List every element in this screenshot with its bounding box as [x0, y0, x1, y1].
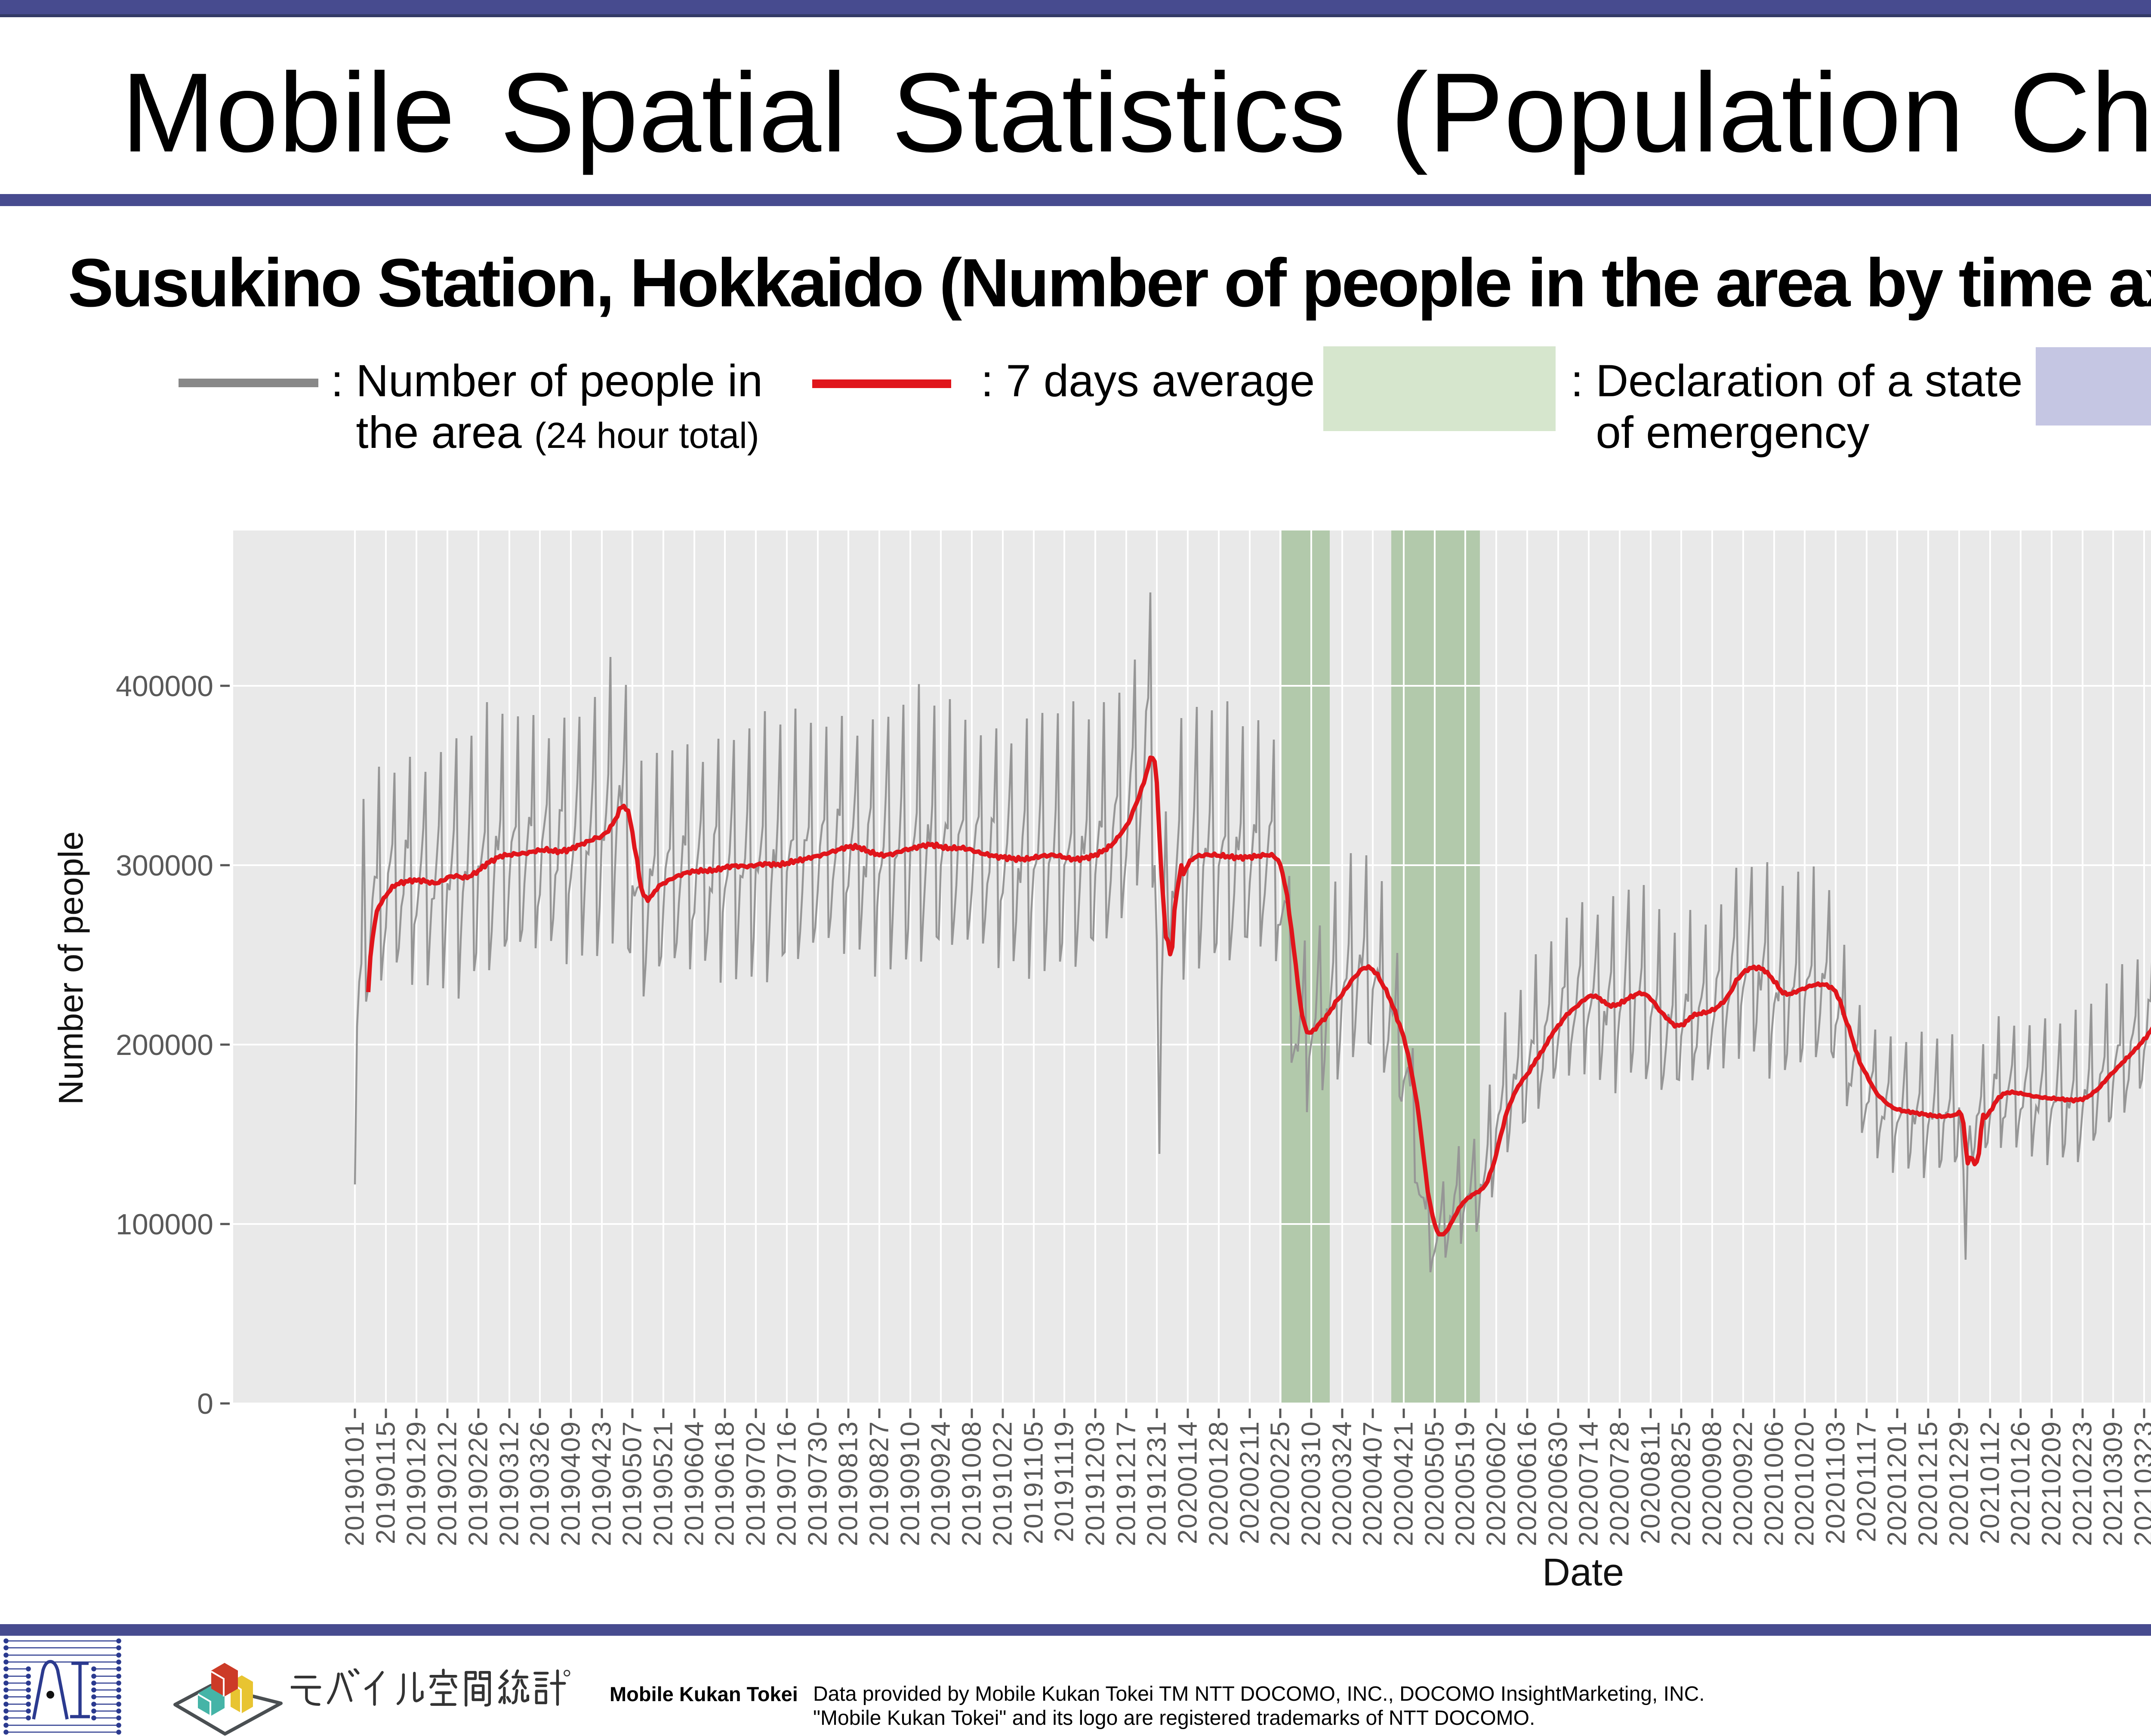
svg-text:20200519: 20200519: [1450, 1421, 1480, 1546]
svg-text:20200714: 20200714: [1574, 1421, 1603, 1546]
svg-text:20201006: 20201006: [1759, 1421, 1789, 1546]
svg-text:20201215: 20201215: [1913, 1421, 1943, 1546]
svg-text:20190910: 20190910: [895, 1421, 925, 1546]
svg-text:300000: 300000: [116, 849, 213, 882]
svg-text:20200922: 20200922: [1728, 1421, 1758, 1546]
svg-text:20200211: 20200211: [1235, 1421, 1264, 1544]
svg-text:20190129: 20190129: [401, 1421, 431, 1546]
svg-text:20190115: 20190115: [371, 1421, 401, 1544]
svg-text:100000: 100000: [116, 1208, 213, 1241]
svg-text:20190604: 20190604: [679, 1421, 709, 1546]
svg-text:20200602: 20200602: [1481, 1421, 1511, 1546]
svg-text:20190618: 20190618: [710, 1421, 740, 1546]
svg-text:20190716: 20190716: [772, 1421, 801, 1546]
svg-text:20200908: 20200908: [1697, 1421, 1727, 1546]
svg-text:20210309: 20210309: [2098, 1421, 2128, 1546]
svg-text:20191231: 20191231: [1142, 1421, 1171, 1546]
svg-text:20201103: 20201103: [1821, 1421, 1850, 1544]
svg-text:20190226: 20190226: [463, 1421, 493, 1546]
svg-text:20200114: 20200114: [1173, 1421, 1202, 1544]
svg-text:20190521: 20190521: [648, 1421, 678, 1546]
svg-text:20191119: 20191119: [1049, 1421, 1079, 1542]
svg-text:Date: Date: [1542, 1551, 1624, 1594]
svg-text:20200421: 20200421: [1389, 1421, 1418, 1546]
svg-text:0: 0: [197, 1388, 213, 1420]
svg-text:20190312: 20190312: [494, 1421, 524, 1546]
svg-text:20210323: 20210323: [2129, 1421, 2151, 1546]
svg-text:20200407: 20200407: [1358, 1421, 1387, 1546]
svg-text:20190212: 20190212: [432, 1421, 462, 1546]
svg-text:20190507: 20190507: [617, 1421, 647, 1546]
svg-text:20200324: 20200324: [1327, 1421, 1357, 1546]
svg-text:Number of people: Number of people: [52, 831, 90, 1105]
svg-text:20190409: 20190409: [556, 1421, 586, 1546]
svg-text:20191217: 20191217: [1111, 1421, 1141, 1546]
svg-text:20200811: 20200811: [1636, 1421, 1665, 1544]
svg-text:20191203: 20191203: [1080, 1421, 1110, 1546]
svg-text:20200505: 20200505: [1420, 1421, 1449, 1546]
svg-text:20190702: 20190702: [741, 1421, 770, 1546]
svg-text:400000: 400000: [116, 670, 213, 703]
svg-text:20210126: 20210126: [2006, 1421, 2035, 1546]
svg-text:20190730: 20190730: [803, 1421, 832, 1546]
svg-text:20200225: 20200225: [1265, 1421, 1295, 1546]
svg-text:20210112: 20210112: [1975, 1421, 2005, 1544]
svg-text:20201229: 20201229: [1944, 1421, 1974, 1546]
svg-text:20190827: 20190827: [864, 1421, 894, 1546]
svg-text:20190423: 20190423: [587, 1421, 616, 1546]
svg-text:20190813: 20190813: [833, 1421, 863, 1546]
svg-text:20200630: 20200630: [1543, 1421, 1573, 1546]
svg-text:20200128: 20200128: [1204, 1421, 1233, 1546]
svg-text:20190326: 20190326: [525, 1421, 555, 1546]
svg-text:20191008: 20191008: [957, 1421, 986, 1546]
svg-text:20200310: 20200310: [1296, 1421, 1326, 1546]
svg-text:20210223: 20210223: [2068, 1421, 2097, 1546]
svg-text:20200616: 20200616: [1512, 1421, 1542, 1546]
svg-text:20200728: 20200728: [1605, 1421, 1634, 1546]
svg-text:20210209: 20210209: [2037, 1421, 2066, 1546]
svg-text:20191105: 20191105: [1019, 1421, 1048, 1544]
svg-text:200000: 200000: [116, 1029, 213, 1061]
svg-text:20201117: 20201117: [1852, 1421, 1881, 1542]
svg-text:20201020: 20201020: [1790, 1421, 1819, 1546]
svg-text:20191022: 20191022: [988, 1421, 1017, 1546]
svg-text:20200825: 20200825: [1666, 1421, 1696, 1546]
svg-text:20201201: 20201201: [1882, 1421, 1912, 1546]
svg-text:20190101: 20190101: [340, 1421, 370, 1546]
svg-text:20190924: 20190924: [926, 1421, 955, 1546]
